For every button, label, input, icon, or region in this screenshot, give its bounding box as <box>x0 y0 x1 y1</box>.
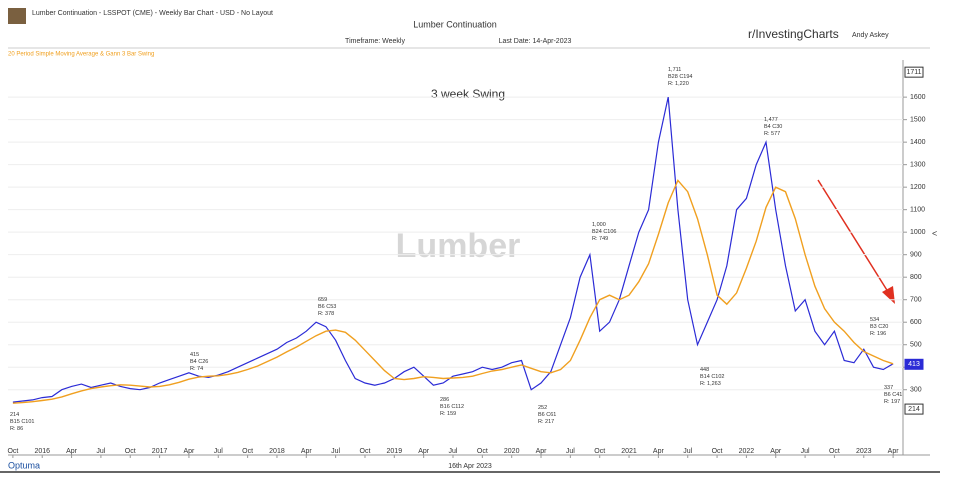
y-tick-label: 1600 <box>910 94 926 101</box>
swing-label: 1,711 B28 C194 R: 1,220 <box>668 67 692 87</box>
sma-line <box>12 179 894 404</box>
footer-date: 16th Apr 2023 <box>448 463 492 470</box>
x-tick-label: Apr <box>183 448 195 455</box>
x-tick-label: Oct <box>7 448 18 455</box>
y-tick-label: 600 <box>910 319 922 326</box>
price-marker-label: 1711 <box>906 69 921 76</box>
x-tick-label: 2021 <box>621 448 637 455</box>
price-marker <box>904 358 924 370</box>
x-tick-label: Apr <box>536 448 548 455</box>
price-line <box>12 96 894 403</box>
x-tick-label: Oct <box>360 448 371 455</box>
source: r/InvestingCharts <box>748 27 839 41</box>
x-tick-label: Apr <box>653 448 665 455</box>
logo <box>8 8 26 24</box>
collapse-button[interactable]: < <box>932 228 937 238</box>
x-tick-label: 2018 <box>269 448 285 455</box>
x-tick-label: Jul <box>96 448 105 455</box>
x-tick-label: Apr <box>770 448 782 455</box>
x-tick-label: Oct <box>829 448 840 455</box>
x-tick-label: 2022 <box>739 448 755 455</box>
y-tick-label: 1100 <box>910 207 925 214</box>
brand: Optuma <box>8 460 40 470</box>
timeframe: Timeframe: Weekly <box>345 38 405 45</box>
y-tick-label: 800 <box>910 274 922 281</box>
y-tick-label: 1500 <box>910 116 926 123</box>
price-marker-label: 214 <box>908 406 920 413</box>
y-tick-label: 1200 <box>910 184 926 191</box>
price-marker <box>904 66 924 78</box>
y-tick-label: 1300 <box>910 162 926 169</box>
x-tick-label: 2023 <box>856 448 872 455</box>
swing-label: 214 B15 C101 R: 86 <box>10 412 34 432</box>
swing-label: 415 B4 C26 R: 74 <box>190 352 208 372</box>
x-tick-label: Oct <box>594 448 605 455</box>
y-tick-label: 500 <box>910 342 922 349</box>
y-tick-label: 300 <box>910 387 922 394</box>
watermark: Lumber <box>396 227 521 265</box>
x-tick-label: Apr <box>301 448 313 455</box>
arrow <box>817 179 891 296</box>
x-tick-label: Jul <box>566 448 575 455</box>
swing-label: 1,000 B24 C106 R: 749 <box>592 222 616 242</box>
swing-label: 534 B3 C20 R: 196 <box>870 317 888 337</box>
x-tick-label: Oct <box>477 448 488 455</box>
subtitle: 3 week Swing <box>431 87 505 101</box>
x-tick-label: Oct <box>712 448 723 455</box>
x-tick-label: Oct <box>125 448 136 455</box>
price-marker <box>904 403 924 415</box>
x-tick-label: 2019 <box>387 448 403 455</box>
price-marker-label: 413 <box>908 361 920 368</box>
x-tick-label: Oct <box>242 448 253 455</box>
x-tick-label: Apr <box>418 448 430 455</box>
x-tick-label: Jul <box>683 448 692 455</box>
x-tick-label: Apr <box>888 448 900 455</box>
y-tick-label: 700 <box>910 297 922 304</box>
swing-label: 286 B16 C112 R: 159 <box>440 397 464 417</box>
swing-label: 252 B6 C61 R: 217 <box>538 405 556 425</box>
y-tick-label: 1000 <box>910 229 926 236</box>
y-tick-label: 900 <box>910 252 922 259</box>
indicator: 20 Period Simple Moving Average & Gann 3… <box>8 52 154 58</box>
author: Andy Askey <box>852 32 889 39</box>
x-tick-label: 2020 <box>504 448 520 455</box>
swing-label: 659 B6 C53 R: 378 <box>318 297 336 317</box>
swing-label: 448 B14 C102 R: 1,263 <box>700 367 724 387</box>
x-tick-label: 2016 <box>34 448 50 455</box>
caption: Lumber Continuation - LSSPOT (CME) - Wee… <box>32 10 273 17</box>
chart-title: Lumber Continuation <box>413 19 497 29</box>
x-tick-label: Jul <box>801 448 810 455</box>
x-tick-label: Apr <box>66 448 78 455</box>
x-tick-label: Jul <box>449 448 458 455</box>
swing-label: 1,477 B4 C30 R: 577 <box>764 117 782 137</box>
x-tick-label: Jul <box>331 448 340 455</box>
x-tick-label: 2017 <box>152 448 168 455</box>
swing-label: 337 B6 C41 R: 197 <box>884 385 902 405</box>
y-tick-label: 1400 <box>910 139 926 146</box>
last-date: Last Date: 14-Apr-2023 <box>499 38 572 45</box>
x-tick-label: Jul <box>214 448 223 455</box>
